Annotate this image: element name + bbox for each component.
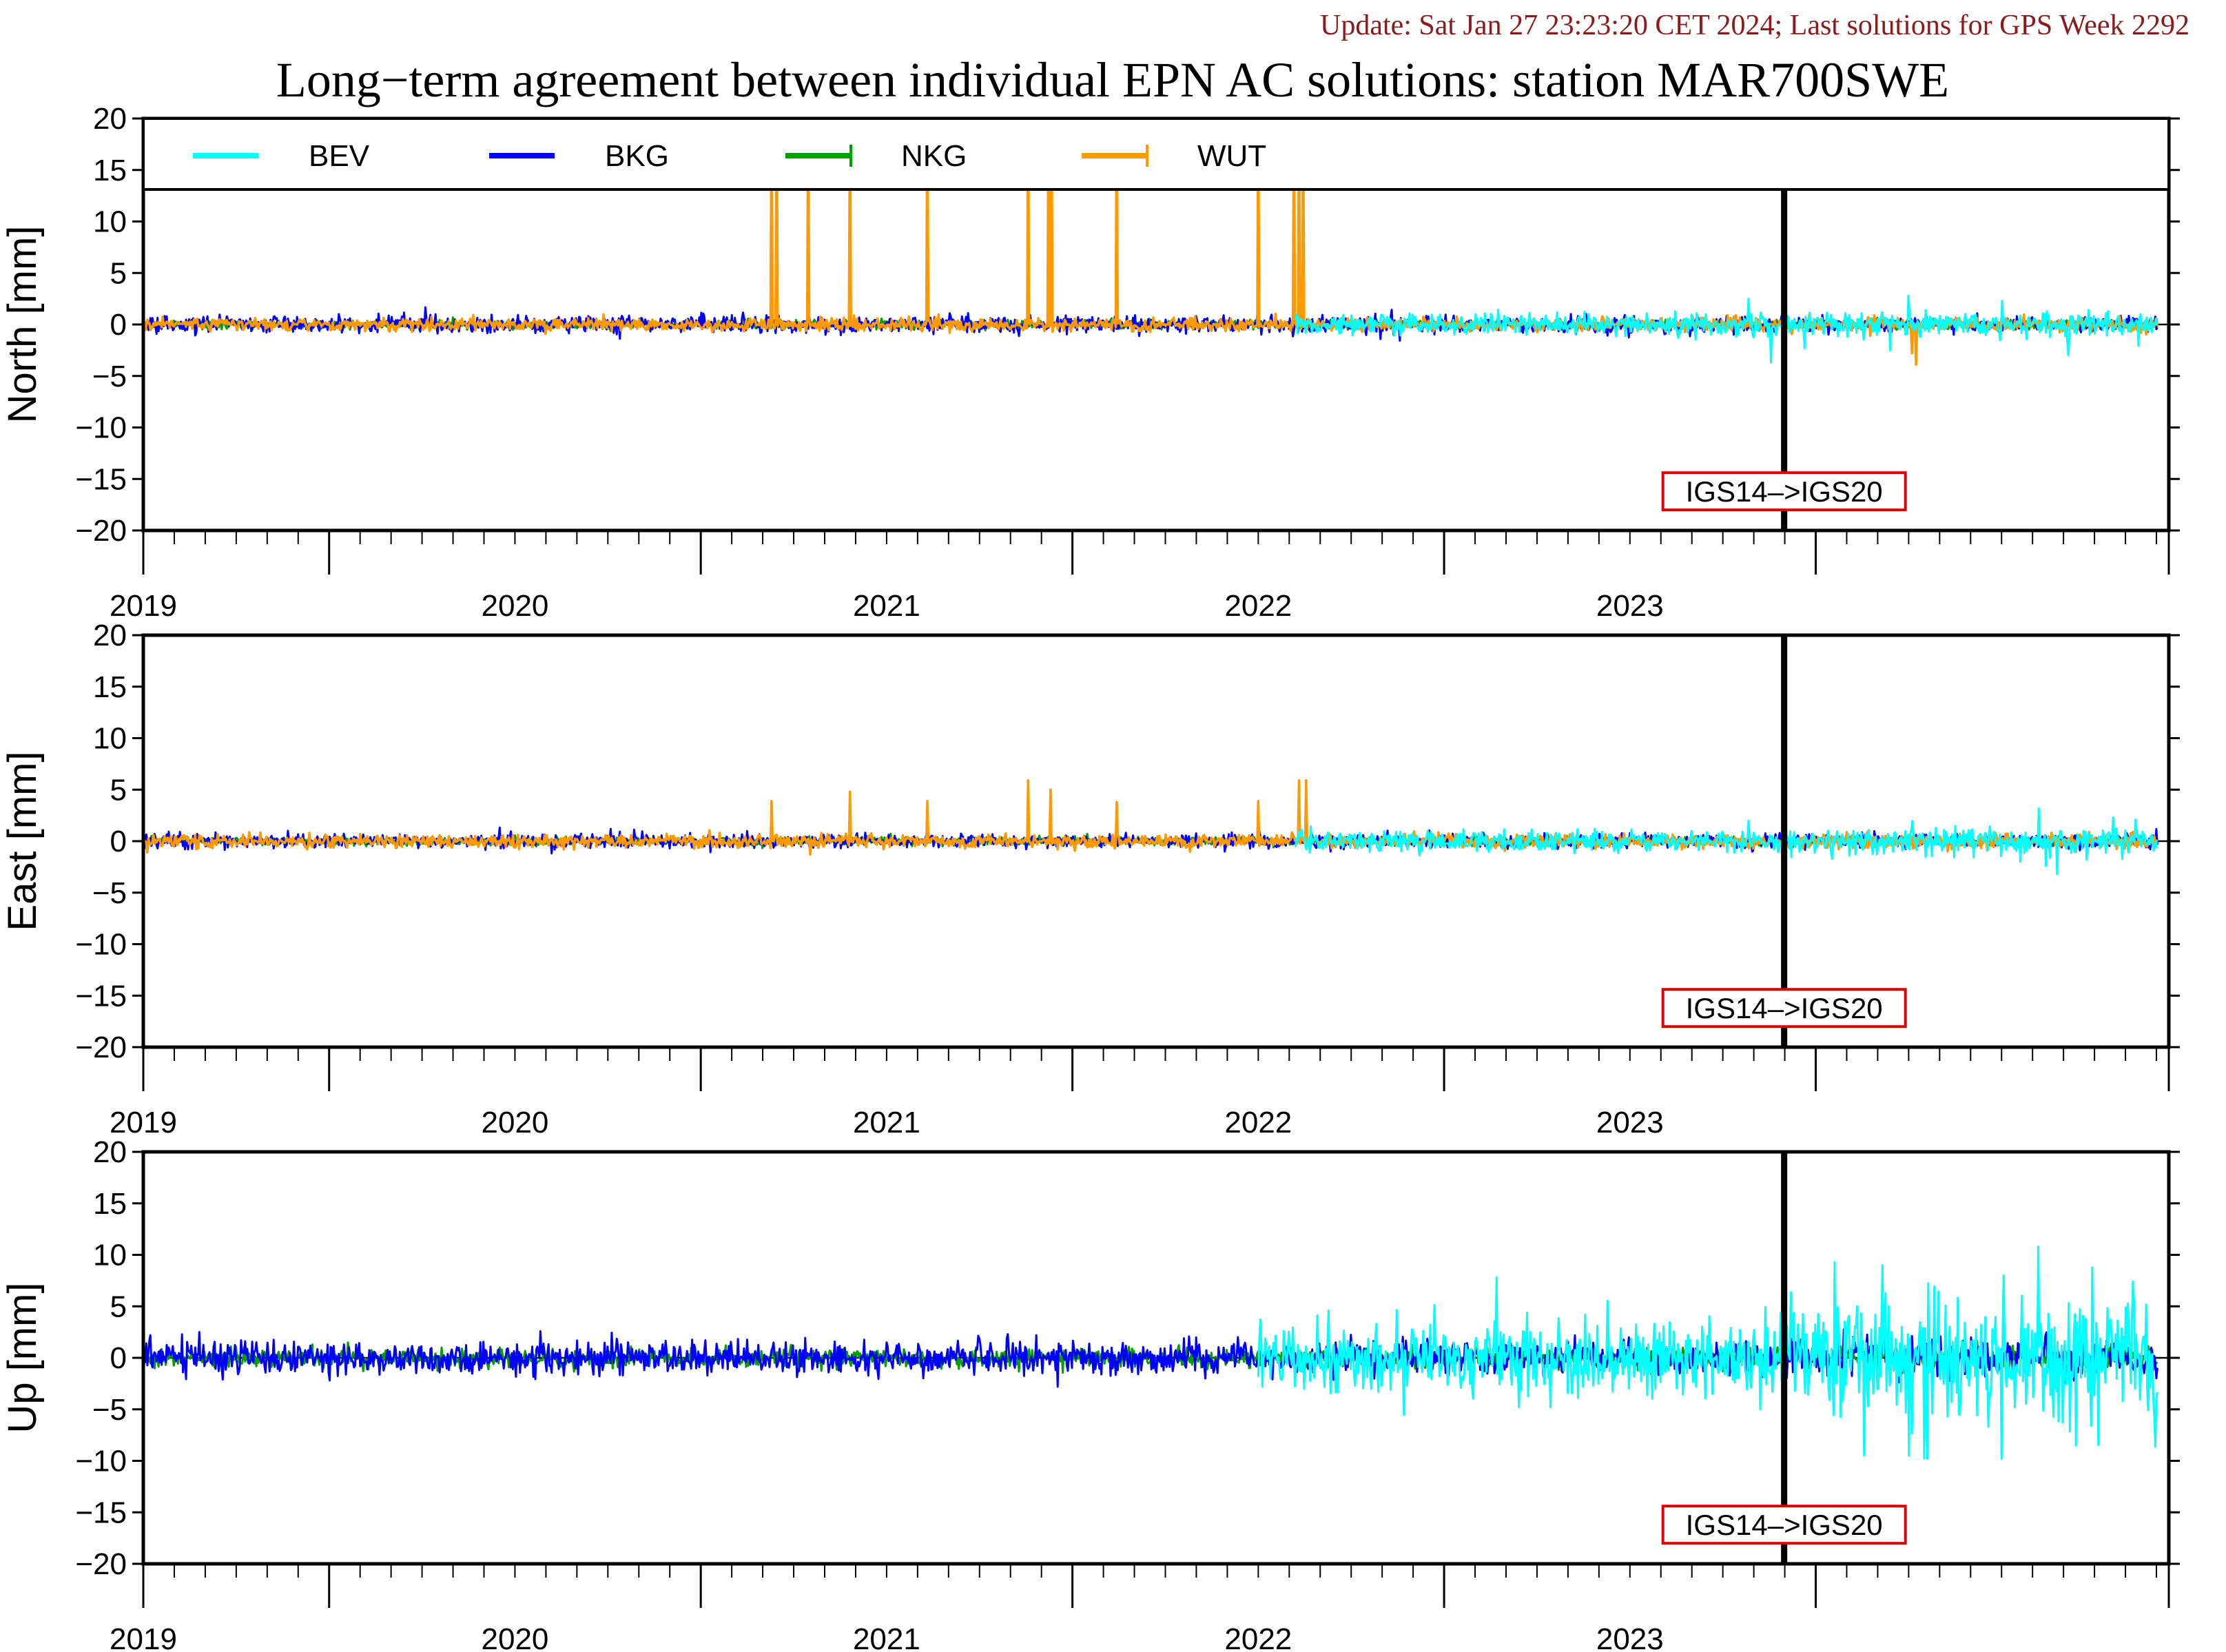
y-axis-label: East [mm] — [0, 751, 45, 931]
x-tick-label: 2020 — [482, 1622, 549, 1652]
y-tick-label: 15 — [93, 1187, 127, 1221]
y-tick-label: 20 — [93, 102, 127, 136]
panel-north: 20 15 10 5 0 −5 −10 −15 −20 North [mm] 2019 2020 202… — [0, 102, 2180, 623]
plot-area — [143, 1152, 2169, 1564]
x-tick-label: 2020 — [482, 589, 549, 623]
series-line-bev — [1294, 807, 2158, 876]
transition-label-box — [1661, 988, 1907, 1029]
legend-label-bkg: BKG — [605, 139, 669, 173]
legend-label-nkg: NKG — [901, 139, 967, 173]
x-tick-label: 2021 — [853, 1622, 920, 1652]
transition-label: IGS14–>IGS20 — [1686, 1509, 1883, 1541]
y-tick-label: −15 — [75, 1496, 127, 1529]
series-line-bev — [1257, 1246, 2158, 1460]
y-tick-label: −5 — [92, 360, 127, 393]
x-tick-label: 2023 — [1596, 1106, 1664, 1139]
x-tick-label: 2019 — [110, 1106, 177, 1139]
transition-label-box — [1661, 1505, 1907, 1545]
legend: BEV BKG NKG WUT — [142, 117, 2170, 191]
y-tick-label: −20 — [75, 1547, 127, 1581]
x-tick-label: 2019 — [110, 1622, 177, 1652]
y-tick-label: −10 — [75, 411, 127, 445]
chart-title: Long−term agreement between individual E… — [276, 52, 1949, 107]
y-tick-label: 5 — [110, 256, 127, 290]
y-tick-label: −15 — [75, 462, 127, 496]
plot-area — [143, 635, 2169, 1047]
panel-east: 20 15 10 5 0 −5 −10 −15 −20 East [mm] 2019 2020 2021… — [0, 619, 2180, 1139]
x-tick-label: 2022 — [1224, 589, 1292, 623]
transition-label: IGS14–>IGS20 — [1686, 475, 1883, 508]
y-tick-label: 0 — [110, 308, 127, 342]
legend-box — [142, 117, 2170, 191]
legend-label-wut: WUT — [1197, 139, 1266, 173]
y-axis-label: Up [mm] — [0, 1282, 45, 1433]
series-line-wut — [143, 779, 2158, 856]
y-tick-label: −5 — [92, 1393, 127, 1427]
y-tick-label: 10 — [93, 205, 127, 239]
plot-area — [143, 118, 2169, 530]
transition-label: IGS14–>IGS20 — [1686, 992, 1883, 1024]
y-tick-label: 15 — [93, 154, 127, 187]
y-tick-label: 5 — [110, 1290, 127, 1323]
y-tick-label: 0 — [110, 1341, 127, 1375]
y-tick-label: 15 — [93, 670, 127, 704]
legend-label-bev: BEV — [309, 139, 370, 173]
y-tick-label: 10 — [93, 722, 127, 756]
y-tick-label: −5 — [92, 876, 127, 910]
update-timestamp: Update: Sat Jan 27 23:23:20 CET 2024; La… — [1320, 10, 2189, 41]
y-tick-label: 5 — [110, 773, 127, 807]
panel-up: 20 15 10 5 0 −5 −10 −15 −20 Up [mm] 2019 2020 2021 20… — [0, 1135, 2180, 1652]
transition-label-box — [1661, 471, 1907, 512]
y-tick-label: −10 — [75, 928, 127, 962]
y-tick-label: 20 — [93, 1135, 127, 1169]
y-tick-label: −20 — [75, 514, 127, 548]
y-tick-label: −10 — [75, 1445, 127, 1478]
x-tick-label: 2023 — [1596, 1622, 1664, 1652]
x-tick-label: 2021 — [853, 1106, 920, 1139]
y-tick-label: 10 — [93, 1239, 127, 1272]
y-axis-label: North [mm] — [0, 226, 45, 424]
y-tick-label: −20 — [75, 1031, 127, 1064]
x-tick-label: 2022 — [1224, 1622, 1292, 1652]
x-tick-label: 2022 — [1224, 1106, 1292, 1139]
series-line-bev — [1294, 294, 2158, 364]
x-tick-label: 2020 — [482, 1106, 549, 1139]
x-tick-label: 2019 — [110, 589, 177, 623]
x-tick-label: 2021 — [853, 589, 920, 623]
y-tick-label: 20 — [93, 619, 127, 652]
y-tick-label: −15 — [75, 979, 127, 1013]
y-tick-label: 0 — [110, 825, 127, 858]
x-tick-label: 2023 — [1596, 589, 1664, 623]
